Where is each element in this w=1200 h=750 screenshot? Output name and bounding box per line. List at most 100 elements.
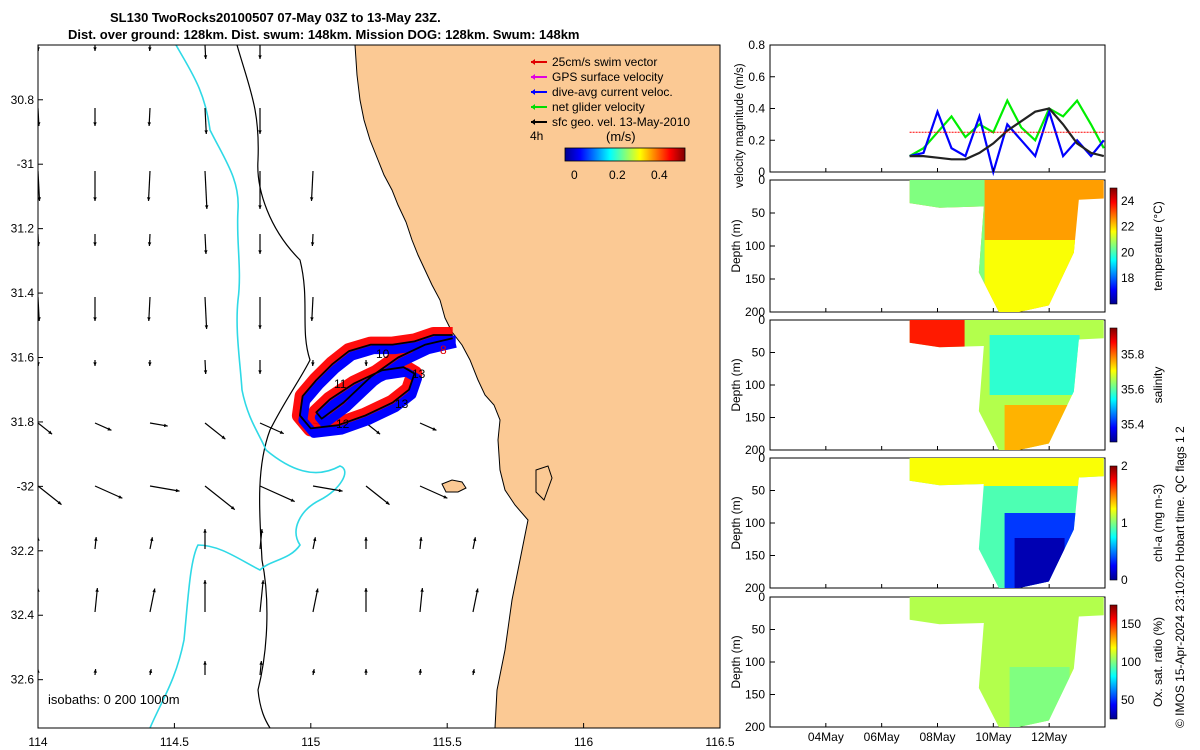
geo-velocity-arrowhead xyxy=(309,197,314,201)
geo-velocity-arrowhead xyxy=(38,317,41,321)
colorbar-tick-label: 35.8 xyxy=(1121,347,1145,361)
geo-velocity-arrowhead xyxy=(38,242,41,246)
legend-label: GPS surface velocity xyxy=(552,70,663,84)
geo-velocity-arrowhead xyxy=(338,488,343,493)
colorbar-tick-label: 100 xyxy=(1121,655,1141,669)
velocity-arrows xyxy=(38,45,479,676)
map-lon-ticks: 114 114.5 115 115.5 116 116.5 xyxy=(28,723,735,749)
figure-title-line2: Dist. over ground: 128km. Dist. swum: 14… xyxy=(68,27,580,42)
section-colorbar xyxy=(1109,187,1118,305)
lat-tick-label: 32.6 xyxy=(11,673,35,687)
colorbar-label: Ox. sat. ratio (%) xyxy=(1151,617,1165,707)
track-label-10: 10 xyxy=(376,347,390,361)
geo-velocity-arrowhead xyxy=(118,495,123,499)
track-label-11: 11 xyxy=(334,377,347,391)
lat-tick-label: -31 xyxy=(17,157,35,171)
legend-swatch-head xyxy=(531,89,535,95)
legend-label: sfc geo. vel. 13-May-2010 xyxy=(552,115,690,129)
isobath-1000m xyxy=(236,45,311,728)
geo-velocity-arrowhead xyxy=(93,47,97,51)
geo-velocity-arrowhead xyxy=(204,205,209,209)
depth-tick-label: 100 xyxy=(745,516,765,530)
geo-velocity-arrow xyxy=(312,588,319,613)
geo-velocity-arrow xyxy=(472,588,479,613)
geo-velocity-arrowhead xyxy=(203,370,208,374)
depth-tick-label: 0 xyxy=(758,590,765,604)
velocity-series-line xyxy=(909,107,1105,161)
geo-velocity-arrow xyxy=(147,170,151,201)
geo-velocity-arrow xyxy=(149,485,180,492)
geo-velocity-arrowhead xyxy=(258,55,262,59)
figure-title-line1: SL130 TwoRocks20100507 07-May 03Z to 13-… xyxy=(110,10,441,25)
geo-velocity-arrow xyxy=(310,170,314,201)
geo-velocity-arrowhead xyxy=(221,435,226,440)
lon-tick-label: 115 xyxy=(301,735,320,749)
time-tick-label: 12May xyxy=(1031,730,1067,744)
time-axis: 04May 06May 08May 10May 12May xyxy=(808,168,1067,744)
legend-label: dive-avg current veloc. xyxy=(552,85,673,99)
credit-text: © IMOS 15-Apr-2024 23:10:20 Hobart time.… xyxy=(1173,426,1187,728)
velocity-frame xyxy=(769,44,1106,173)
velocity-ytick-label: 0 xyxy=(758,165,765,179)
geo-velocity-arrowhead xyxy=(148,47,152,51)
lon-tick-label: 116 xyxy=(574,735,593,749)
geo-velocity-arrowhead xyxy=(259,661,263,665)
geo-velocity-arrowhead xyxy=(38,197,42,201)
colorbar-tick-label: 35.4 xyxy=(1121,417,1145,431)
track-label-8: 8 xyxy=(440,343,447,357)
geo-velocity-arrowhead xyxy=(443,495,448,499)
geo-velocity-arrowhead xyxy=(204,325,209,329)
geo-velocity-arrowhead xyxy=(93,122,97,126)
depth-tick-label: 100 xyxy=(745,239,765,253)
geo-velocity-arrow xyxy=(204,170,208,209)
geo-velocity-arrow xyxy=(312,485,343,492)
cb-tick-0: 0 xyxy=(571,168,578,182)
track-label-12: 12 xyxy=(336,417,350,431)
lat-tick-label: 31.4 xyxy=(11,286,35,300)
lat-tick-label: 31.6 xyxy=(11,351,35,365)
depth-tick-label: 150 xyxy=(745,272,765,286)
velocity-series-line xyxy=(909,98,1105,158)
geo-velocity-arrow xyxy=(365,485,390,506)
colorbar-label: temperature (°C) xyxy=(1151,201,1165,291)
track-label-13a: 13 xyxy=(395,397,409,411)
depth-tick-label: 100 xyxy=(745,655,765,669)
lat-tick-label: 32.4 xyxy=(11,608,35,622)
time-tick-label: 10May xyxy=(975,730,1011,744)
geo-velocity-arrowhead xyxy=(93,317,97,321)
colorbar-tick-label: 35.6 xyxy=(1121,382,1145,396)
section-ylabel: Depth (m) xyxy=(729,635,743,688)
geo-velocity-arrowhead xyxy=(175,488,180,493)
glider-track-line xyxy=(299,334,453,430)
time-tick-label: 08May xyxy=(919,730,955,744)
lat-tick-label: 31.8 xyxy=(11,415,35,429)
geo-velocity-arrowhead xyxy=(472,537,477,542)
geo-velocity-arrowhead xyxy=(94,537,98,541)
colorbar-tick-label: 20 xyxy=(1121,245,1135,259)
lat-tick-label: -32 xyxy=(17,479,35,493)
colorbar-tick-label: 50 xyxy=(1121,693,1135,707)
geo-velocity-arrowhead xyxy=(147,317,151,321)
geo-velocity-arrow xyxy=(419,485,448,499)
geo-velocity-arrowhead xyxy=(258,325,262,329)
glider-track xyxy=(291,327,457,438)
geo-velocity-arrowhead xyxy=(376,430,381,435)
geo-velocity-arrowhead xyxy=(261,580,265,584)
geo-velocity-arrowhead xyxy=(204,250,208,254)
legend-swatch-head xyxy=(531,119,535,125)
geo-velocity-arrowhead xyxy=(48,430,53,435)
map-frame xyxy=(37,44,721,729)
geo-velocity-arrow xyxy=(204,107,207,134)
geo-velocity-arrow xyxy=(148,296,151,321)
geo-velocity-arrow xyxy=(259,485,295,503)
geo-velocity-arrowhead xyxy=(420,588,424,592)
depth-tick-label: 100 xyxy=(745,378,765,392)
geo-velocity-arrow xyxy=(94,485,123,499)
track-label-13b: 13 xyxy=(412,367,426,381)
geo-velocity-arrowhead xyxy=(93,242,97,246)
velocity-series-line xyxy=(909,108,1105,177)
geo-velocity-arrow xyxy=(259,580,264,613)
depth-tick-label: 200 xyxy=(745,443,765,457)
geo-velocity-arrowhead xyxy=(203,529,207,533)
